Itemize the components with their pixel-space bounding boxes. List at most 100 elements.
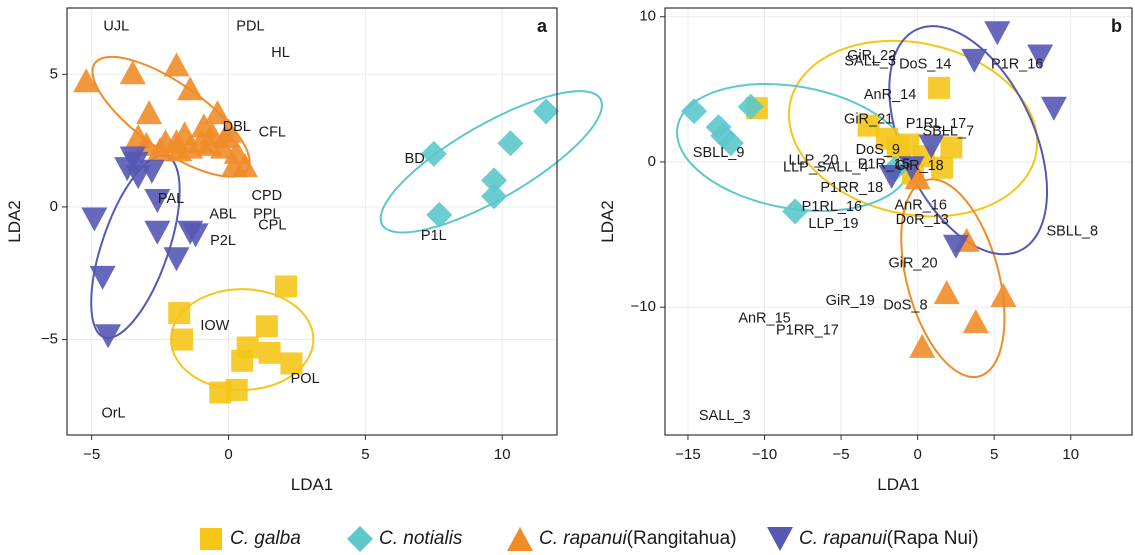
panel-label: b xyxy=(1111,16,1122,36)
legend-item-notialis: C. notialis xyxy=(345,525,462,553)
point-c-rapanui-rapa-nui xyxy=(942,234,969,259)
legend-item-rapa-nui: C. rapanui (Rapa Nui) xyxy=(765,525,979,553)
x-tick-label: −5 xyxy=(833,446,850,463)
point-c-rapanui-rangitahua xyxy=(73,68,100,93)
point-c-notialis xyxy=(481,167,508,194)
annotation-label: P1RR_18 xyxy=(820,180,883,196)
legend-item-rangitahua: C. rapanui (Rangitahua) xyxy=(505,525,737,553)
annotation-label: DoS_8 xyxy=(883,298,927,314)
annotation-label: P1RR_17 xyxy=(776,322,839,338)
annotation-label: SBLL_8 xyxy=(1046,223,1098,239)
ellipse-c-notialis xyxy=(379,90,603,234)
annotation-label: HL xyxy=(271,45,290,61)
annotation-label: SALL_3 xyxy=(844,54,896,70)
point-c-galba xyxy=(231,349,254,372)
point-c-notialis xyxy=(717,130,744,157)
x-tick-label: 0 xyxy=(224,446,232,463)
series-c-notialis xyxy=(681,93,908,225)
annotation-label: P1RL_16 xyxy=(802,199,862,215)
annotation-label: GiR_21 xyxy=(844,112,893,128)
point-c-rapanui-rangitahua xyxy=(962,309,989,334)
y-tick-label: 0 xyxy=(648,153,656,170)
annotation-label: PDL xyxy=(236,18,264,34)
point-c-galba xyxy=(225,378,248,401)
annotation-label: SBLL_7 xyxy=(922,123,974,139)
point-c-rapanui-rangitahua xyxy=(215,118,242,143)
point-c-rapanui-rapa-nui xyxy=(163,247,190,272)
annotation-label: CFL xyxy=(259,124,286,140)
point-c-rapanui-rapa-nui xyxy=(182,223,209,248)
annotation-label: GiR_18 xyxy=(895,158,944,174)
point-c-rapanui-rangitahua xyxy=(904,165,931,190)
annotation-label: GiR_22 xyxy=(847,48,896,64)
point-c-galba xyxy=(280,352,303,375)
point-c-notialis xyxy=(681,98,708,125)
point-c-galba xyxy=(255,315,278,338)
point-c-rapanui-rangitahua xyxy=(231,153,258,178)
annotation-label: ABL xyxy=(209,207,236,223)
point-c-rapanui-rangitahua xyxy=(990,283,1017,308)
point-c-rapanui-rapa-nui xyxy=(961,48,988,73)
point-c-galba xyxy=(931,156,954,179)
point-c-galba xyxy=(168,302,191,324)
annotation-label: GiR_19 xyxy=(826,293,875,309)
legend-item-galba: C. galba xyxy=(196,525,301,553)
x-tick-label: −10 xyxy=(752,446,777,463)
point-c-rapanui-rangitahua xyxy=(933,280,960,305)
point-c-rapanui-rangitahua xyxy=(177,76,204,101)
legend-suffix-label: (Rapa Nui) xyxy=(886,528,979,549)
panel-border xyxy=(66,7,558,436)
point-c-rapanui-rapa-nui xyxy=(95,324,122,349)
legend-species-label: C. notialis xyxy=(379,528,463,549)
panel-border xyxy=(664,7,1133,436)
point-c-rapanui-rangitahua xyxy=(166,137,193,162)
point-c-rapanui-rapa-nui xyxy=(898,156,925,181)
ellipse-c-rapanui-rangitahua xyxy=(900,178,1006,379)
point-c-rapanui-rangitahua xyxy=(119,60,146,85)
annotation-label: AnR_14 xyxy=(864,87,916,103)
annotation-label: POL xyxy=(291,371,320,387)
point-c-notialis xyxy=(705,114,732,141)
point-c-galba xyxy=(928,76,951,99)
y-tick-label: −5 xyxy=(41,330,58,347)
annotation-label: DoR_13 xyxy=(896,212,949,228)
point-c-rapanui-rapa-nui xyxy=(144,188,171,213)
point-c-notialis xyxy=(497,130,524,157)
annotation-label: LLP_SALL_4 xyxy=(783,160,868,176)
x-tick-label: 0 xyxy=(913,446,921,463)
series-c-rapanui-rapa-nui xyxy=(878,21,1067,259)
point-c-rapanui-rapa-nui xyxy=(1027,44,1054,69)
point-c-galba xyxy=(170,328,193,351)
x-tick-label: −5 xyxy=(83,446,100,463)
y-tick-label: 0 xyxy=(50,198,58,215)
point-c-galba xyxy=(258,341,281,364)
panel-label: a xyxy=(537,16,548,36)
annotation-label: P1R_16 xyxy=(991,56,1043,72)
annotation-label: DoS_9 xyxy=(856,142,900,158)
annotation-label: AnR_16 xyxy=(894,197,946,213)
annotation-label: P1RL_17 xyxy=(906,116,966,132)
point-c-notialis xyxy=(481,183,508,210)
point-c-rapanui-rapa-nui xyxy=(114,157,141,182)
x-tick-label: 5 xyxy=(361,446,369,463)
annotation-label: LLP_19 xyxy=(808,216,858,232)
series-c-notialis xyxy=(420,98,560,228)
x-tick-label: 5 xyxy=(990,446,998,463)
annotation-label: AnR_15 xyxy=(738,311,790,327)
point-c-rapanui-rapa-nui xyxy=(81,207,108,232)
annotation-label: PPL xyxy=(253,207,280,223)
point-c-rapanui-rangitahua xyxy=(909,333,936,358)
legend-square-icon xyxy=(200,528,222,550)
legend-species-label: C. rapanui xyxy=(539,528,627,549)
series-c-rapanui-rangitahua xyxy=(73,52,258,178)
x-tick-label: 10 xyxy=(1062,446,1079,463)
annotation-label: SALL_3 xyxy=(699,408,751,424)
ellipse-c-galba xyxy=(787,39,1039,218)
legend-triangle-up-icon xyxy=(507,527,533,551)
point-c-galba xyxy=(857,114,880,137)
y-tick-label: −10 xyxy=(631,298,656,315)
annotation-label: P2L xyxy=(210,233,236,249)
series-c-rapanui-rangitahua xyxy=(904,165,1017,358)
legend: C. galba C. notialis C. rapanui (Rangita… xyxy=(0,525,1135,553)
